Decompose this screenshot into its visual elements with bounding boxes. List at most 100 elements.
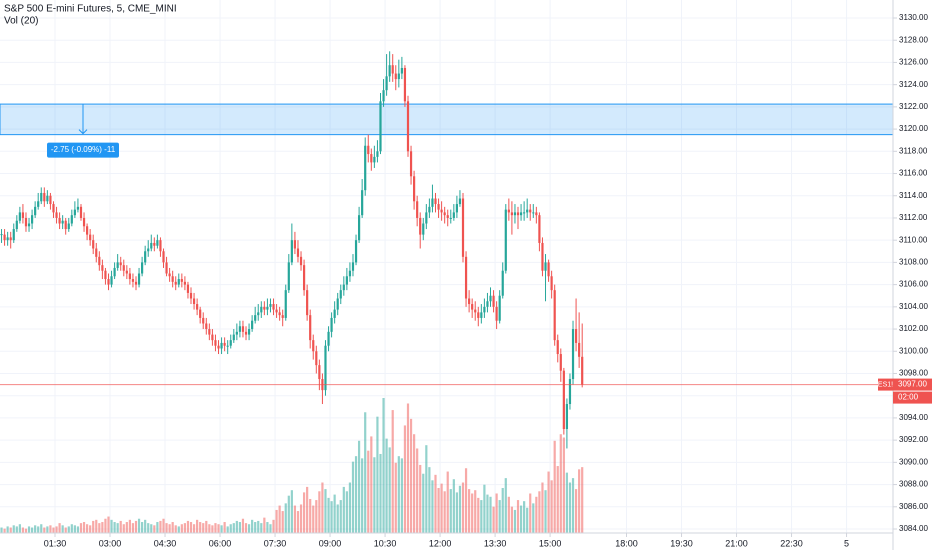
candle-body xyxy=(6,237,9,241)
candle-body xyxy=(302,265,306,291)
candle-body xyxy=(104,270,107,280)
volume-bar xyxy=(364,412,367,533)
grid xyxy=(0,0,893,533)
y-tick-label: 3122.00 xyxy=(899,102,928,111)
candle-body xyxy=(0,234,3,236)
candle-body xyxy=(177,279,180,285)
candle-body xyxy=(532,212,535,214)
x-tick-label: 13:30 xyxy=(484,538,507,548)
volume-bar xyxy=(168,524,171,533)
volume-bar xyxy=(269,524,272,533)
volume-bar xyxy=(385,438,388,533)
volume-bar xyxy=(452,479,455,533)
volume-bar xyxy=(419,464,422,533)
y-tick-label: 3104.00 xyxy=(899,302,928,311)
volume-bar xyxy=(76,526,80,533)
candle-body xyxy=(244,331,248,335)
y-tick-label: 3088.00 xyxy=(899,480,928,489)
volume-bar xyxy=(578,469,581,533)
candle-body xyxy=(12,229,15,241)
candle-body xyxy=(144,251,147,263)
volume-bar xyxy=(21,527,25,533)
volume-bar xyxy=(235,520,238,533)
candle-body xyxy=(419,217,422,235)
candle-body xyxy=(306,290,309,316)
candle-body xyxy=(544,262,547,271)
candle-body xyxy=(541,242,544,271)
volume-bar xyxy=(370,436,373,533)
volume-bar xyxy=(211,525,214,533)
candle-body xyxy=(519,212,523,216)
volume-bar xyxy=(101,522,104,533)
candle-body xyxy=(217,345,220,349)
y-tick-label: 3110.00 xyxy=(899,235,928,244)
volume-bar xyxy=(550,480,553,533)
volume-bar xyxy=(257,520,260,533)
candle-body xyxy=(116,262,119,268)
candle-body xyxy=(214,340,217,346)
candle-body xyxy=(440,209,443,213)
volume-bar xyxy=(464,468,468,533)
volume-bar xyxy=(428,467,431,533)
volume-bar xyxy=(431,480,434,533)
candle-body xyxy=(67,223,70,230)
candle-body xyxy=(581,356,584,385)
volume-bar xyxy=(523,501,526,533)
candle-body xyxy=(391,65,394,74)
candle-body xyxy=(205,323,208,330)
y-tick-label: 3094.00 xyxy=(899,413,928,422)
volume-bar xyxy=(354,456,358,533)
volume-bar xyxy=(437,488,440,533)
volume-bar xyxy=(12,525,15,533)
plot: -2.75 (-0.09%) -11 xyxy=(0,51,894,533)
candle-body xyxy=(538,215,541,243)
candle-body xyxy=(400,67,403,74)
candle-body xyxy=(336,298,339,310)
chart-title: S&P 500 E-mini Futures, 5, CME_MINI xyxy=(4,4,177,15)
candle-body xyxy=(559,354,562,371)
candle-body xyxy=(64,220,67,230)
volume-bar xyxy=(361,458,364,533)
volume-bar xyxy=(480,500,483,533)
volume-bar xyxy=(61,525,64,533)
candle-body xyxy=(89,234,92,241)
candle-body xyxy=(113,267,116,277)
volume-bar xyxy=(110,519,113,533)
volume-bar xyxy=(260,523,263,533)
volume-bar xyxy=(64,527,67,533)
volume-bar xyxy=(373,457,376,533)
volume-bar xyxy=(409,418,413,533)
candle-body xyxy=(156,240,159,246)
volume-bar xyxy=(266,522,269,533)
volume-bar xyxy=(284,503,287,533)
candle-body xyxy=(43,192,46,202)
candle-body xyxy=(257,312,260,316)
candle-body xyxy=(513,212,517,216)
candle-body xyxy=(492,295,495,307)
candle-body xyxy=(272,304,275,310)
candle-body xyxy=(480,312,483,318)
y-tick-label: 3124.00 xyxy=(899,80,928,89)
volume-bar xyxy=(394,462,397,533)
volume-bar xyxy=(125,522,128,533)
range-label: -2.75 (-0.09%) -11 xyxy=(51,145,116,154)
volume-bar xyxy=(474,490,477,533)
price-tag-box xyxy=(893,378,932,391)
volume-bar xyxy=(293,505,297,533)
candle-body xyxy=(287,262,290,291)
candle-body xyxy=(370,154,373,163)
volume-bar xyxy=(510,506,514,533)
y-tick-label: 3106.00 xyxy=(899,280,928,289)
candle-body xyxy=(281,315,284,318)
volume-bar xyxy=(147,523,150,533)
candle-body xyxy=(507,209,510,213)
volume-bar xyxy=(162,518,165,533)
candle-body xyxy=(79,206,83,218)
candle-body xyxy=(309,315,312,341)
volume-bar xyxy=(468,489,471,533)
x-tick-label: 10:30 xyxy=(374,538,397,548)
candle-body xyxy=(247,329,251,335)
x-tick-label: 19:30 xyxy=(670,538,693,548)
candle-body xyxy=(183,281,186,285)
